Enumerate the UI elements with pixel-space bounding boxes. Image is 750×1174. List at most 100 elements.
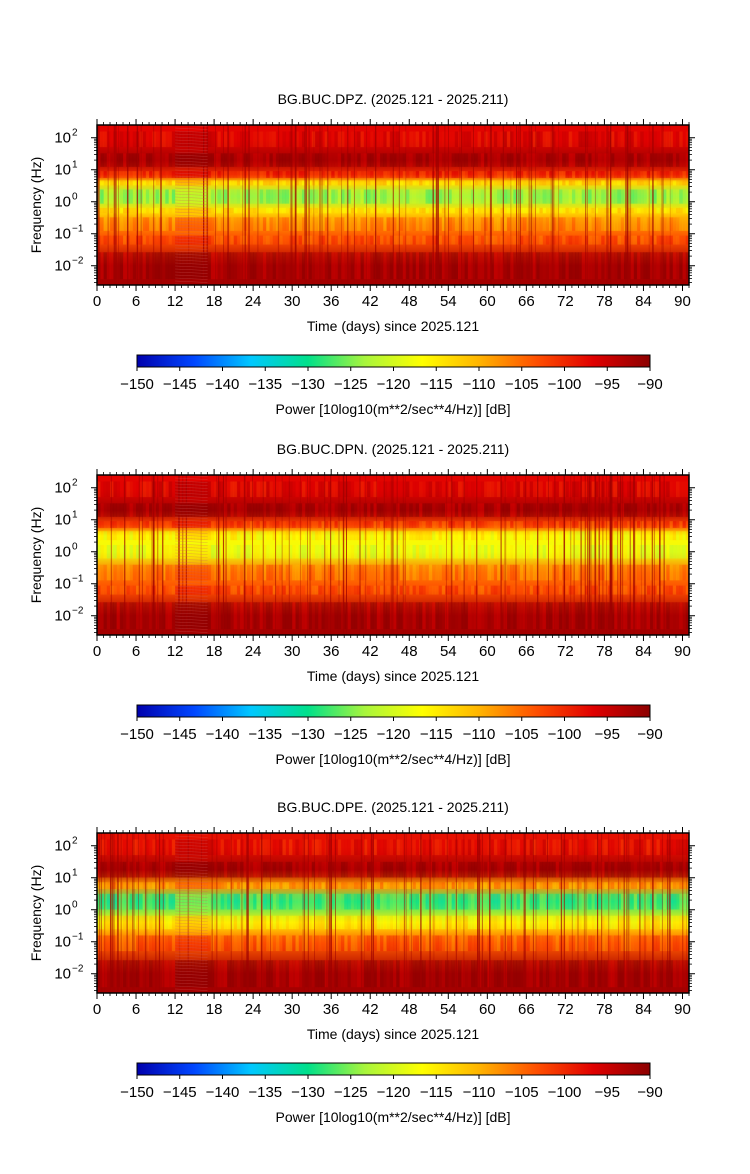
power-cell bbox=[452, 180, 456, 185]
power-cell bbox=[286, 839, 290, 855]
power-cell bbox=[172, 531, 176, 540]
power-cell bbox=[679, 180, 683, 185]
power-cell bbox=[230, 131, 234, 147]
power-cell bbox=[182, 916, 186, 929]
power-cell bbox=[591, 131, 595, 147]
power-cell bbox=[575, 602, 579, 629]
power-cell bbox=[331, 602, 335, 629]
power-cell bbox=[429, 180, 433, 185]
x-tick-label: 66 bbox=[518, 643, 535, 660]
power-cell bbox=[331, 208, 335, 213]
power-cell bbox=[120, 131, 124, 147]
power-cell bbox=[621, 190, 625, 204]
power-cell bbox=[123, 153, 127, 166]
power-cell bbox=[520, 531, 524, 540]
power-cell bbox=[426, 521, 430, 528]
power-cell bbox=[409, 208, 413, 213]
power-cell bbox=[305, 586, 309, 595]
power-cell bbox=[107, 531, 111, 540]
power-cell bbox=[120, 545, 124, 558]
power-cell bbox=[422, 839, 426, 855]
power-cell bbox=[471, 180, 475, 185]
chart-title: BG.BUC.DPZ. (2025.121 - 2025.211) bbox=[278, 91, 509, 107]
power-cell bbox=[370, 217, 374, 230]
power-cell bbox=[240, 236, 244, 245]
power-cell bbox=[253, 217, 257, 230]
power-cell bbox=[458, 565, 462, 581]
power-cell bbox=[360, 236, 364, 245]
power-cell bbox=[494, 503, 498, 516]
power-cell bbox=[195, 131, 199, 147]
power-cell bbox=[315, 236, 319, 245]
power-cell bbox=[292, 545, 296, 558]
power-cell bbox=[104, 252, 108, 279]
power-cell bbox=[676, 236, 680, 245]
colorbar-tick-label: −105 bbox=[505, 726, 539, 743]
power-cell bbox=[146, 171, 150, 178]
power-cell bbox=[266, 217, 270, 230]
power-cell bbox=[591, 236, 595, 245]
power-cell bbox=[256, 862, 260, 878]
power-cell bbox=[126, 531, 130, 540]
power-cell bbox=[682, 208, 686, 213]
power-cell bbox=[481, 503, 485, 516]
power-cell bbox=[383, 153, 387, 166]
power-cell bbox=[396, 894, 400, 910]
power-cell bbox=[266, 131, 270, 147]
power-cell bbox=[214, 252, 218, 279]
power-cell bbox=[104, 190, 108, 204]
power-cell bbox=[669, 565, 673, 581]
power-cell bbox=[494, 236, 498, 245]
power-cell bbox=[497, 236, 501, 245]
power-cell bbox=[471, 481, 475, 497]
power-cell bbox=[653, 180, 657, 185]
x-tick-label: 54 bbox=[440, 293, 457, 310]
power-cell bbox=[461, 916, 465, 929]
power-cell bbox=[604, 521, 608, 528]
power-cell bbox=[156, 252, 160, 279]
power-cell bbox=[191, 935, 195, 951]
power-cell bbox=[195, 894, 199, 910]
power-cell bbox=[679, 602, 683, 629]
power-cell bbox=[520, 839, 524, 855]
power-cell bbox=[643, 190, 647, 204]
power-cell bbox=[282, 565, 286, 581]
power-cell bbox=[201, 894, 205, 910]
power-cell bbox=[439, 545, 443, 558]
power-cell bbox=[497, 586, 501, 595]
power-cell bbox=[104, 882, 108, 889]
power-cell bbox=[182, 586, 186, 595]
power-cell bbox=[263, 190, 267, 204]
power-cell bbox=[299, 862, 303, 878]
power-cell bbox=[230, 252, 234, 279]
power-cell bbox=[269, 171, 273, 178]
power-cell bbox=[260, 180, 264, 185]
power-cell bbox=[533, 602, 537, 629]
power-cell bbox=[312, 153, 316, 166]
power-cell bbox=[536, 882, 540, 889]
power-cell bbox=[497, 208, 501, 213]
power-cell bbox=[295, 531, 299, 540]
power-cell bbox=[217, 862, 221, 878]
power-cell bbox=[429, 503, 433, 516]
power-cell bbox=[390, 894, 394, 910]
power-cell bbox=[549, 839, 553, 855]
power-cell bbox=[253, 586, 257, 595]
power-cell bbox=[517, 545, 521, 558]
power-cell bbox=[484, 882, 488, 889]
power-cell bbox=[487, 521, 491, 528]
power-cell bbox=[227, 481, 231, 497]
power-cell bbox=[133, 531, 137, 540]
power-cell bbox=[383, 586, 387, 595]
power-cell bbox=[133, 208, 137, 213]
power-cell bbox=[640, 190, 644, 204]
power-cell bbox=[569, 839, 573, 855]
power-cell bbox=[312, 190, 316, 204]
colorbar-tick-label: −90 bbox=[637, 376, 662, 393]
x-tick-label: 48 bbox=[401, 293, 418, 310]
power-cell bbox=[640, 531, 644, 540]
power-cell bbox=[380, 190, 384, 204]
power-cell bbox=[510, 602, 514, 629]
power-cell bbox=[234, 252, 238, 279]
power-cell bbox=[338, 503, 342, 516]
